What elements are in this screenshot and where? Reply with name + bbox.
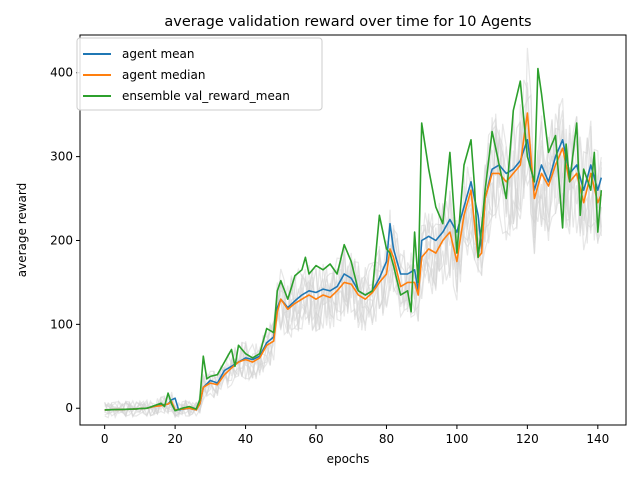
y-tick-label: 100 [50, 317, 73, 331]
x-tick-label: 120 [516, 432, 539, 446]
y-axis-label: average reward [15, 183, 29, 278]
chart-title: average validation reward over time for … [164, 14, 531, 30]
agent-median-line [104, 112, 603, 411]
x-tick-label: 100 [445, 432, 468, 446]
legend-label: agent median [122, 68, 205, 82]
x-tick-label: 60 [308, 432, 323, 446]
ensemble-line [104, 67, 603, 412]
x-tick-label: 140 [586, 432, 609, 446]
legend-label: agent mean [122, 47, 195, 61]
background-agent-line [104, 110, 602, 419]
y-axis-ticks: 0 100 200 300 400 [50, 66, 80, 415]
x-tick-label: 20 [167, 432, 182, 446]
y-tick-label: 400 [50, 66, 73, 80]
x-axis-ticks: 0 20 40 60 80 100 120 140 [101, 425, 609, 446]
x-tick-label: 0 [101, 432, 109, 446]
y-tick-label: 0 [65, 401, 73, 415]
legend-box [76, 37, 323, 111]
plot-frame [79, 34, 627, 426]
y-tick-label: 300 [50, 150, 73, 164]
x-axis-label: epochs [327, 452, 370, 466]
x-tick-label: 40 [238, 432, 253, 446]
y-tick-label: 200 [50, 233, 73, 247]
legend: agent mean agent median ensemble val_rewar… [76, 37, 323, 111]
x-tick-label: 80 [379, 432, 394, 446]
series-lines [104, 67, 603, 412]
legend-label: ensemble val_reward_mean [122, 89, 290, 103]
